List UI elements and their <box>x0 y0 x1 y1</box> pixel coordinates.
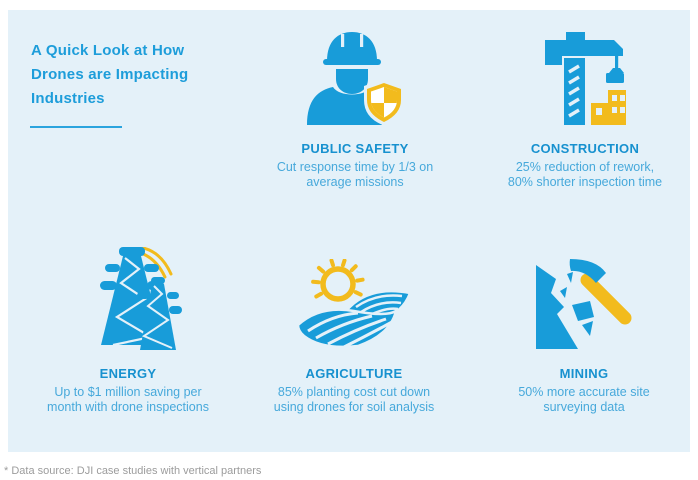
section-agriculture: AGRICULTURE 85% planting cost cut down u… <box>252 248 456 415</box>
data-source-note: * Data source: DJI case studies with ver… <box>4 465 262 477</box>
page-title-line-3: Industries <box>31 90 105 107</box>
energy-desc-line-1: Up to $1 million saving per <box>54 385 202 399</box>
construction-iconbox <box>543 27 628 125</box>
tower-crane-icon <box>544 32 626 125</box>
mining-label: MINING <box>559 366 609 381</box>
section-mining: MINING 50% more accurate site surveying … <box>482 248 686 415</box>
mining-desc-line-1: 50% more accurate site <box>518 385 650 399</box>
construction-desc-line-1: 25% reduction of rework, <box>515 160 655 174</box>
section-construction: CONSTRUCTION 25% reduction of rework, 80… <box>483 27 687 190</box>
transmission-towers-icon <box>100 247 182 350</box>
page-title-line-1: A Quick Look at How <box>31 42 185 59</box>
public-safety-iconbox <box>305 27 405 125</box>
agriculture-desc-line-2: using drones for soil analysis <box>273 400 435 414</box>
public-safety-desc: Cut response time by 1/3 on average miss… <box>277 160 433 190</box>
section-energy: ENERGY Up to $1 million saving per month… <box>26 247 230 415</box>
mining-desc: 50% more accurate site surveying data <box>518 385 649 415</box>
page-title: A Quick Look at How Drones are Impacting… <box>31 39 188 111</box>
public-safety-desc-line-2: average missions <box>306 175 404 189</box>
sun-field-icon <box>298 259 410 349</box>
agriculture-iconbox <box>298 248 410 350</box>
agriculture-label: AGRICULTURE <box>305 366 403 381</box>
construction-label: CONSTRUCTION <box>530 141 640 156</box>
construction-desc: 25% reduction of rework, 80% shorter ins… <box>508 160 662 190</box>
agriculture-desc-line-1: 85% planting cost cut down <box>277 385 431 399</box>
section-public-safety: PUBLIC SAFETY Cut response time by 1/3 o… <box>253 27 457 190</box>
worker-shield-icon <box>307 32 404 125</box>
energy-desc: Up to $1 million saving per month with d… <box>47 385 209 415</box>
title-underline <box>30 126 122 128</box>
page-title-line-2: Drones are Impacting <box>31 66 189 83</box>
infographic-panel: A Quick Look at How Drones are Impacting… <box>8 10 690 452</box>
mining-iconbox <box>534 248 634 350</box>
energy-desc-line-2: month with drone inspections <box>47 400 209 414</box>
energy-label: ENERGY <box>99 366 157 381</box>
agriculture-desc: 85% planting cost cut down using drones … <box>274 385 435 415</box>
mining-desc-line-2: surveying data <box>543 400 625 414</box>
public-safety-label: PUBLIC SAFETY <box>301 141 409 156</box>
energy-iconbox <box>73 247 183 350</box>
public-safety-desc-line-1: Cut response time by 1/3 on <box>276 160 434 174</box>
construction-desc-line-2: 80% shorter inspection time <box>507 175 663 189</box>
pickaxe-rock-icon <box>536 259 632 349</box>
